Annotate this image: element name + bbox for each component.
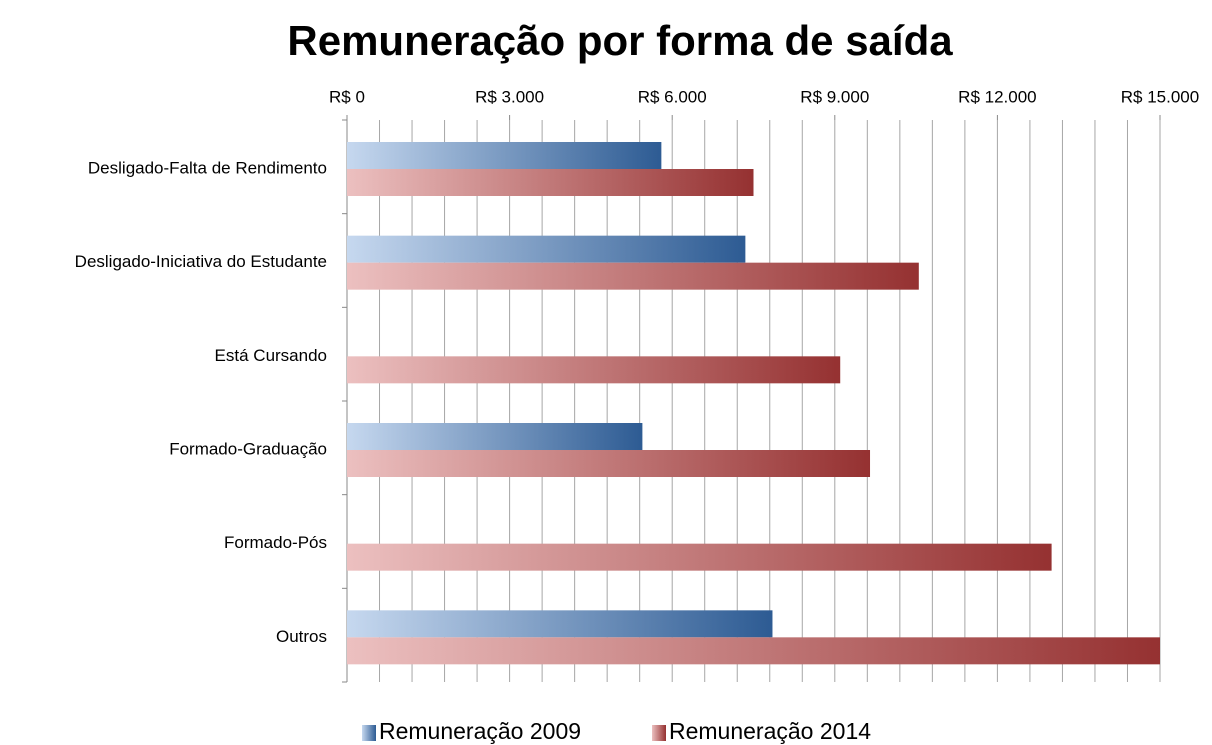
bar — [347, 543, 1052, 571]
y-tick-label: Desligado-Falta de Rendimento — [88, 158, 327, 177]
x-tick-label: R$ 3.000 — [475, 87, 544, 106]
legend-swatch — [362, 725, 376, 741]
bar — [347, 262, 919, 290]
bar — [347, 423, 643, 450]
x-tick-label: R$ 12.000 — [958, 87, 1036, 106]
chart-title: Remuneração por forma de saída — [287, 17, 953, 64]
bar — [347, 235, 746, 263]
legend-label: Remuneração 2009 — [379, 718, 581, 744]
y-tick-label: Desligado-Iniciativa do Estudante — [75, 252, 327, 271]
y-tick-label: Formado-Pós — [224, 533, 327, 552]
bar — [347, 610, 773, 638]
x-tick-label: R$ 0 — [329, 87, 365, 106]
bar — [347, 637, 1160, 665]
x-tick-label: R$ 15.000 — [1121, 87, 1199, 106]
bar — [347, 142, 662, 169]
legend-swatch — [652, 725, 666, 741]
y-tick-label: Está Cursando — [215, 346, 327, 365]
bar — [347, 450, 871, 477]
y-tick-label: Formado-Graduação — [169, 439, 327, 458]
y-tick-label: Outros — [276, 627, 327, 646]
x-tick-label: R$ 9.000 — [800, 87, 869, 106]
legend-label: Remuneração 2014 — [669, 718, 871, 744]
bar — [347, 169, 754, 196]
x-tick-label: R$ 6.000 — [638, 87, 707, 106]
bar — [347, 356, 841, 384]
